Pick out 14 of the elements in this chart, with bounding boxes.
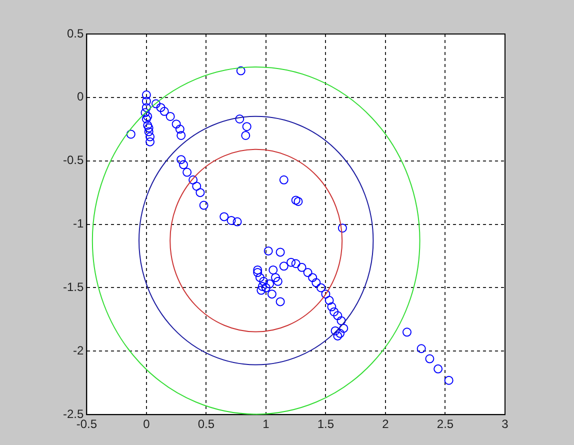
x-tick-label: 2.5 xyxy=(436,417,454,432)
x-tick-label: 2 xyxy=(382,417,390,432)
x-tick-label: 1.5 xyxy=(317,417,334,432)
y-tick-label: 0.5 xyxy=(66,26,84,40)
y-tick-label: 0 xyxy=(76,90,84,104)
y-tick-label: -0.5 xyxy=(62,153,84,168)
y-tick-label: -1.5 xyxy=(62,280,84,294)
x-tick-label: 0.5 xyxy=(198,417,215,432)
y-tick-label: -2.5 xyxy=(62,406,84,421)
x-tick-label: 3 xyxy=(502,417,509,432)
x-tick-label: 0 xyxy=(143,417,150,432)
y-tick-label: -2 xyxy=(73,343,84,358)
x-tick-label: 1 xyxy=(262,417,270,432)
y-tick-label: -1 xyxy=(73,216,84,231)
